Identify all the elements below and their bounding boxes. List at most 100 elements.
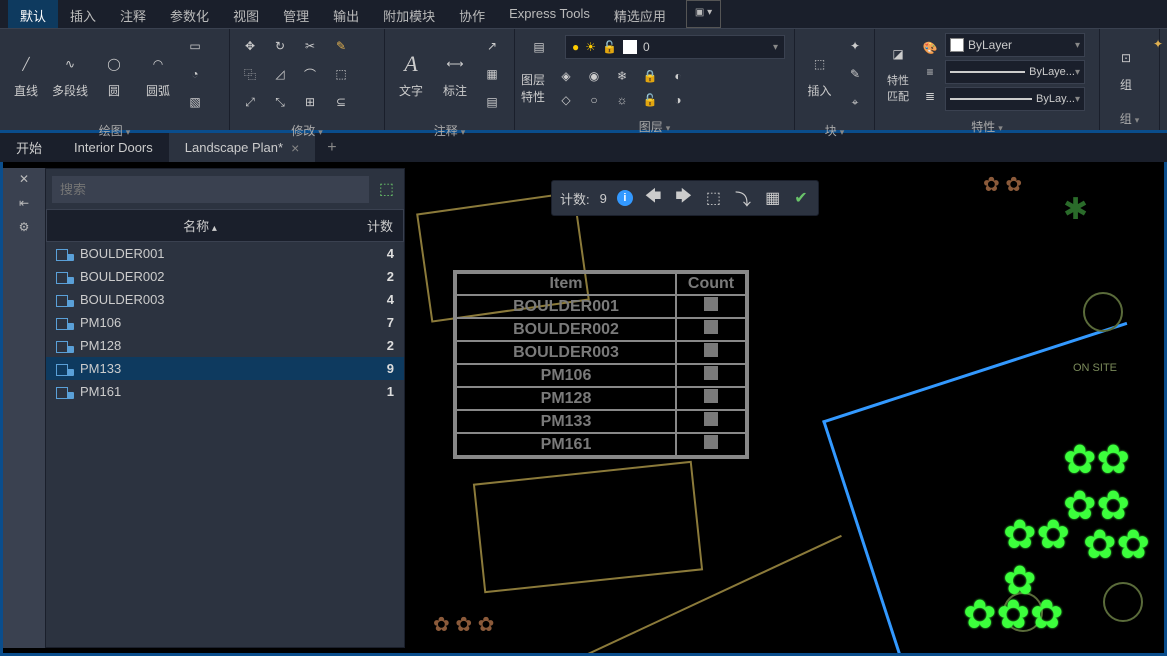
layer-props-button[interactable]: ▤ [521, 33, 557, 61]
zoom-window-icon[interactable]: ⬚ [704, 188, 723, 208]
offset-icon[interactable]: ⊆ [328, 89, 354, 115]
lay-iso-icon[interactable]: ◈ [553, 65, 579, 87]
menu-featured[interactable]: 精选应用 [602, 0, 678, 28]
panel-block: ⬚插入 ✦ ✎ ⌖ 块 [795, 29, 875, 130]
lay-uniso-icon[interactable]: ◇ [553, 89, 579, 111]
explode-icon[interactable]: ⬚ [328, 61, 354, 87]
menu-manage[interactable]: 管理 [271, 0, 321, 28]
lay-unlock-icon[interactable]: 🔓 [637, 89, 663, 111]
col-name[interactable]: 名称 [47, 210, 353, 241]
col-count[interactable]: 计数 [353, 210, 403, 241]
palette-close-icon[interactable]: ✕ [19, 172, 29, 186]
cloud-icon[interactable]: ▤ [479, 89, 505, 115]
palette-row[interactable]: PM1611 [46, 380, 404, 403]
draw-rect-icon[interactable]: ▭ [182, 33, 208, 59]
dim-button[interactable]: ⟷标注 [435, 50, 475, 99]
insert-button[interactable]: ⬚插入 [801, 50, 838, 99]
group-star-icon[interactable]: ✦ [1153, 37, 1163, 51]
count-value: 9 [600, 191, 607, 206]
drawing-canvas[interactable]: ✿ ✿ ✱ ✿ ✿ ✿ ON SITE ✿✿✿✿ ✿✿✿ ✿✿ ✿✿✿ ✕ ⇤ … [0, 162, 1167, 656]
palette-row[interactable]: BOULDER0014 [46, 242, 404, 265]
draw-pline-button[interactable]: ∿多段线 [50, 50, 90, 99]
draw-circle-button[interactable]: ◯圆 [94, 50, 134, 99]
panel-draw-label[interactable]: 绘图 [0, 119, 229, 142]
panel-modify-label[interactable]: 修改 [230, 119, 384, 142]
block-create-icon[interactable]: ✦ [842, 33, 868, 59]
draw-line-button[interactable]: ╱直线 [6, 50, 46, 99]
lay-walk-icon[interactable]: ◑ [665, 89, 691, 111]
layer-dropdown[interactable]: ● ☀ 🔓 0 ▾ [565, 35, 785, 59]
draw-ellipse-icon[interactable]: ◔ [182, 61, 208, 87]
lay-frz-icon[interactable]: ❄ [609, 65, 635, 87]
insert-count-icon[interactable]: ⤵ [733, 186, 753, 210]
chevron-down-icon: ▾ [1075, 94, 1080, 105]
accept-icon[interactable]: ✔ [792, 188, 809, 208]
palette-header-row[interactable]: 名称 计数 [46, 209, 404, 242]
group-button[interactable]: ⊡组 [1106, 44, 1146, 93]
palette-row[interactable]: PM1282 [46, 334, 404, 357]
panel-group-label[interactable]: 组 [1100, 107, 1159, 130]
menu-default[interactable]: 默认 [8, 0, 58, 28]
menu-insert[interactable]: 插入 [58, 0, 108, 28]
linetype-dropdown[interactable]: ByLaye...▾ [945, 60, 1085, 84]
menu-collab[interactable]: 协作 [447, 0, 497, 28]
draw-arc-button[interactable]: ◠圆弧 [138, 50, 178, 99]
table-icon[interactable]: ▦ [479, 61, 505, 87]
canvas-table[interactable]: Item Count BOULDER001BOULDER002BOULDER00… [453, 270, 749, 459]
lay-off-icon[interactable]: ◉ [581, 65, 607, 87]
matchprop-button[interactable]: ◪特性 匹配 [881, 40, 915, 104]
group-label: 组 [1120, 76, 1132, 93]
color-dropdown[interactable]: ByLayer▾ [945, 33, 1085, 57]
mirror-icon[interactable]: ◿ [266, 61, 294, 87]
menu-parametric[interactable]: 参数化 [158, 0, 221, 28]
panel-properties: ◪特性 匹配 🎨 ≡ ≣ ByLayer▾ ByLaye...▾ ByLay..… [875, 29, 1100, 130]
leader-icon[interactable]: ↗ [479, 33, 505, 59]
palette-row[interactable]: BOULDER0034 [46, 288, 404, 311]
palette-row[interactable]: BOULDER0022 [46, 265, 404, 288]
palette-pin-icon[interactable]: ⇤ [19, 196, 29, 210]
menu-view[interactable]: 视图 [221, 0, 271, 28]
text-button[interactable]: A文字 [391, 50, 431, 99]
prop-palette-icon[interactable]: 🎨 [919, 37, 941, 59]
panel-block-label[interactable]: 块 [795, 119, 874, 142]
panel-draw: ╱直线 ∿多段线 ◯圆 ◠圆弧 ▭ ◔ ▧ 绘图 [0, 29, 230, 130]
rotate-icon[interactable]: ↻ [266, 33, 294, 59]
lineweight-dropdown[interactable]: ByLay...▾ [945, 87, 1085, 111]
draw-hatch-icon[interactable]: ▧ [182, 89, 208, 115]
stretch-icon[interactable]: ⤢ [236, 89, 264, 115]
prev-icon[interactable]: 🡄 [643, 185, 664, 212]
block-edit-icon[interactable]: ✎ [842, 61, 868, 87]
palette-row[interactable]: PM1067 [46, 311, 404, 334]
menu-annotate[interactable]: 注释 [108, 0, 158, 28]
panel-annotate-label[interactable]: 注释 [385, 119, 514, 142]
panel-props-label[interactable]: 特性 [875, 115, 1099, 138]
menu-express[interactable]: Express Tools [497, 0, 602, 28]
select-area-icon[interactable]: ⬚ [375, 175, 398, 203]
prop-transp-icon[interactable]: ≣ [919, 85, 941, 107]
scale-icon[interactable]: ⤡ [266, 89, 294, 115]
copy-icon[interactable]: ⿻ [236, 61, 264, 87]
info-icon[interactable]: i [617, 190, 633, 206]
cell-item: BOULDER002 [456, 318, 676, 341]
search-input[interactable] [52, 176, 369, 203]
palette-row[interactable]: PM1339 [46, 357, 404, 380]
array-icon[interactable]: ⊞ [296, 89, 324, 115]
lay-match-icon[interactable]: ◐ [665, 65, 691, 87]
trim-icon[interactable]: ✂ [296, 33, 324, 59]
lay-thaw-icon[interactable]: ☼ [609, 89, 635, 111]
lay-on-icon[interactable]: ○ [581, 89, 607, 111]
palette-settings-icon[interactable]: ⚙ [19, 220, 30, 234]
panel-layers-label[interactable]: 图层 [515, 115, 794, 138]
block-attr-icon[interactable]: ⌖ [842, 89, 868, 115]
prop-list-icon[interactable]: ≡ [919, 61, 941, 83]
table-icon[interactable]: ▦ [763, 188, 782, 208]
menu-output[interactable]: 输出 [321, 0, 371, 28]
fillet-icon[interactable]: ⌒ [296, 61, 324, 87]
lay-lock-icon[interactable]: 🔒 [637, 65, 663, 87]
move-icon[interactable]: ✥ [236, 33, 264, 59]
menu-addins[interactable]: 附加模块 [371, 0, 447, 28]
erase-icon[interactable]: ✎ [328, 33, 354, 59]
table-row: PM106 [456, 364, 746, 387]
menu-overflow-icon[interactable]: ▣ ▾ [686, 0, 721, 28]
next-icon[interactable]: 🡆 [673, 185, 694, 212]
